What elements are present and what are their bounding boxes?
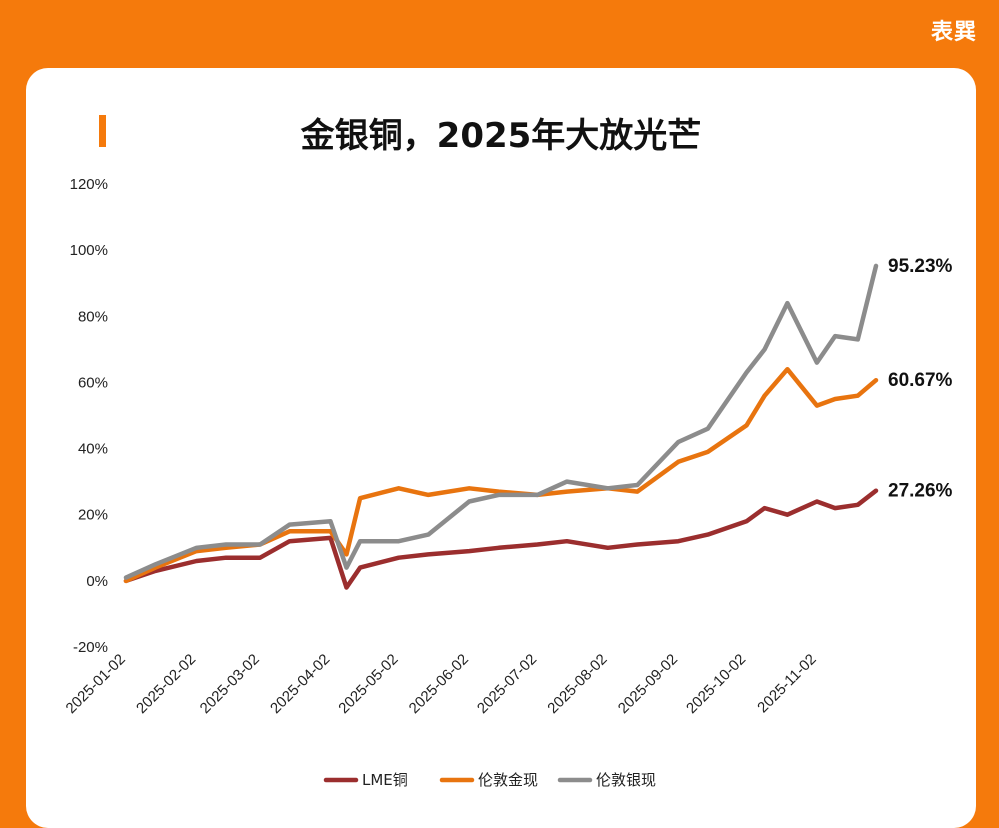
legend-label-1: LME铜 xyxy=(362,771,408,789)
y-tick-label: -20% xyxy=(73,639,108,656)
x-tick-label: 2025-03-02 xyxy=(197,651,263,717)
x-tick-label: 2025-10-02 xyxy=(683,651,749,717)
x-tick-label: 2025-04-02 xyxy=(267,651,333,717)
legend-label-2: 伦敦金现 xyxy=(478,771,538,789)
y-tick-label: 80% xyxy=(78,308,108,325)
x-tick-label: 2025-06-02 xyxy=(406,651,472,717)
chart-card: 金银铜，2025年大放光芒 120% 100% 80% 60% 40% 20% 0% -20%… xyxy=(26,68,976,828)
brand-logo: 表巽 xyxy=(930,20,977,45)
x-tick-label: 2025-02-02 xyxy=(133,651,199,717)
line-chart: 120%100%80%60%40%20%0%-20% 2025-01-02 202… xyxy=(63,176,953,789)
x-tick-label: 2025-01-02 xyxy=(63,651,129,717)
y-tick-label: 40% xyxy=(78,441,108,458)
y-tick-label: 20% xyxy=(78,507,108,524)
x-tick-label: 2025-07-02 xyxy=(474,651,540,717)
y-tick-label: 100% xyxy=(70,242,108,259)
x-tick-label: 2025-05-02 xyxy=(335,651,401,717)
y-tick-label: 60% xyxy=(78,374,108,391)
x-tick-label: 2025-08-02 xyxy=(544,651,610,717)
title-accent-bar xyxy=(99,115,106,147)
end-value-label-3: 95.23% xyxy=(888,256,953,277)
x-tick-label: 2025-11-02 xyxy=(754,651,819,716)
legend-label-3: 伦敦银现 xyxy=(596,771,656,789)
y-tick-label: 120% xyxy=(70,176,108,193)
x-tick-label: 2025-09-02 xyxy=(615,651,681,717)
series-line-3 xyxy=(123,263,879,580)
chart-title: 金银铜，2025年大放光芒 xyxy=(300,116,702,156)
series-line-1 xyxy=(123,488,879,590)
end-value-label-2: 60.67% xyxy=(888,370,953,391)
y-tick-label: 0% xyxy=(86,573,108,590)
end-value-label-1: 27.26% xyxy=(888,481,953,502)
